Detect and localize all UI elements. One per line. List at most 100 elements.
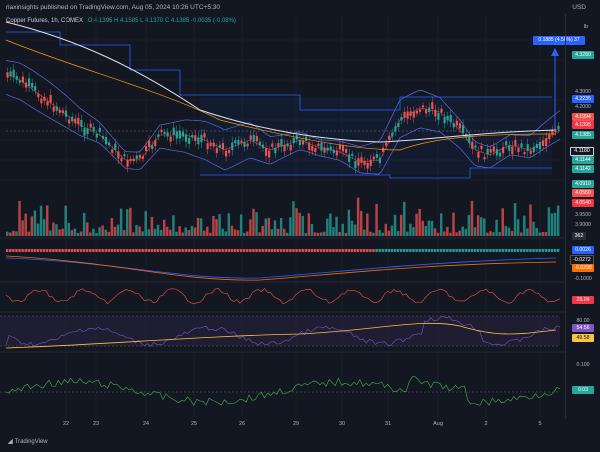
macd-histogram [452,249,455,252]
macd-histogram [249,249,252,252]
axis-tick: 4.2000 [575,104,591,110]
macd-histogram [92,249,95,252]
price-axis[interactable] [565,14,600,419]
macd-histogram [436,249,440,252]
candle-body [357,158,360,166]
candle-body [541,140,545,146]
macd-histogram [172,249,175,252]
macd-histogram [519,249,523,252]
volume-bar [326,218,329,236]
volume-bar [86,222,89,236]
volume-bar [175,231,178,236]
volume-bar [467,214,471,236]
macd-histogram [46,249,49,252]
macd-histogram [242,249,246,252]
volume-bar [464,228,468,236]
volume-bar [283,228,286,236]
macd-histogram [307,249,311,252]
macd-histogram [58,249,61,252]
volume-bar [476,215,480,236]
candle-body [483,157,486,160]
volume-bar [9,232,12,236]
candle-body [71,116,74,122]
volume-bar [39,205,43,236]
candle-body [480,145,483,149]
lower-panes [0,249,561,407]
macd-histogram [196,249,200,252]
volume-bar [329,213,332,236]
macd-histogram [498,249,501,252]
candle-body [468,136,471,143]
volume-bar [18,200,21,236]
volume-bar [261,225,264,236]
volume-bar [49,230,52,236]
macd-histogram [449,249,452,252]
macd-histogram [258,249,261,252]
macd-histogram [178,249,181,252]
measure-tool-label[interactable]: 0.1885 (4.56%) 37 [533,36,585,45]
candle-body [545,138,548,147]
symbol-legend[interactable]: Copper Futures, 1h, COMEX O 4.1395 H 4.1… [6,18,236,24]
candle-body [64,110,68,117]
candle-body [77,117,80,125]
candle-body [163,131,166,135]
symbol-title[interactable]: Copper Futures, 1h, COMEX [6,18,84,24]
candle-body [406,111,409,119]
macd-histogram [270,249,274,252]
volume-bar [61,228,64,236]
time-axis[interactable]: 22 23 24 25 26 29 30 31 Aug 2 5 [0,419,566,431]
candle-body [37,93,40,98]
candle-body [46,101,49,106]
candle-body [246,143,249,147]
candle-body [135,155,138,160]
volume-bar [350,220,354,236]
volume-bar [264,218,267,236]
volume-bar [427,220,431,236]
volume-bar [541,232,544,236]
candle-body [6,72,9,78]
volume-bar [122,230,126,236]
candle-body [511,146,514,154]
macd-histogram [230,249,234,252]
volume-bar [418,208,421,236]
macd-histogram [187,249,191,252]
macd-histogram [421,249,424,252]
candle-body [28,78,31,87]
volume-bar [523,215,526,236]
macd-histogram [473,249,477,252]
volume-bar [390,225,394,236]
volume-bar [46,205,49,236]
candle-body [89,123,92,128]
volume-bar [446,226,449,236]
candle-body [418,109,422,112]
macd-histogram [104,249,107,252]
macd-histogram [529,249,532,252]
macd-histogram [344,249,348,252]
macd-histogram [9,249,12,252]
candle-body [280,139,283,147]
macd-histogram [323,249,326,252]
candle-body [104,136,108,145]
macd-histogram [86,249,89,252]
volume-bar [132,232,135,236]
price-label: 4.1180 [570,147,594,156]
candle-body [40,98,43,104]
candle-body [551,129,554,134]
volume-bar [64,205,67,236]
macd-histogram [21,249,24,252]
candle-body [264,148,268,156]
macd-histogram [147,249,151,252]
macd-histogram [82,249,86,252]
volume-bar [215,219,218,236]
volume-bar [193,227,197,236]
ohlc-quote: O 4.1395 H 4.1585 L 4.1370 C 4.1385 -0.0… [87,18,236,24]
candle-body [338,144,342,150]
candle-body [391,132,394,137]
date-tick: 22 [62,421,70,427]
chart-canvas[interactable] [0,14,566,419]
macd-histogram [430,249,434,252]
macd-histogram [162,249,166,252]
volume-bar [344,232,348,236]
volume-bars [6,197,560,236]
candle-body [369,159,372,166]
